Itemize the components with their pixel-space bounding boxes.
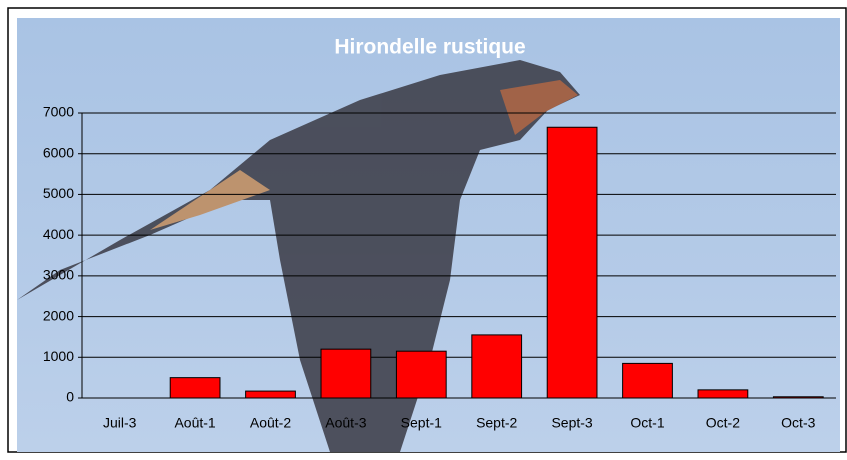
bar — [396, 351, 446, 398]
chart: Hirondelle rustique 0 1000 2000 3000 4000 500… — [0, 0, 847, 460]
x-tick-label: Sept-1 — [401, 415, 442, 431]
chart-title: Hirondelle rustique — [334, 36, 525, 59]
x-tick-label: Oct-2 — [706, 415, 740, 431]
x-tick-label: Sept-3 — [551, 415, 592, 431]
y-tick-label: 7000 — [43, 104, 74, 120]
y-tick-label: 2000 — [43, 307, 74, 323]
x-tick-label: Juil-3 — [103, 415, 137, 431]
y-tick-label: 4000 — [43, 226, 74, 242]
y-tick-label: 6000 — [43, 144, 74, 160]
bar — [472, 335, 522, 398]
x-tick-label: Août-1 — [174, 415, 215, 431]
y-tick-label: 5000 — [43, 185, 74, 201]
bar — [321, 349, 371, 398]
bar — [170, 378, 220, 398]
bar — [623, 363, 673, 398]
x-tick-label: Oct-3 — [781, 415, 815, 431]
x-tick-label: Sept-2 — [476, 415, 517, 431]
y-tick-label: 3000 — [43, 267, 74, 283]
x-tick-label: Août-3 — [325, 415, 366, 431]
bar — [698, 390, 748, 398]
x-tick-label: Oct-1 — [630, 415, 664, 431]
bar — [547, 127, 597, 398]
bar — [773, 397, 823, 398]
y-tick-label: 1000 — [43, 348, 74, 364]
x-tick-label: Août-2 — [250, 415, 291, 431]
bar — [246, 391, 296, 398]
y-tick-label: 0 — [66, 389, 74, 405]
